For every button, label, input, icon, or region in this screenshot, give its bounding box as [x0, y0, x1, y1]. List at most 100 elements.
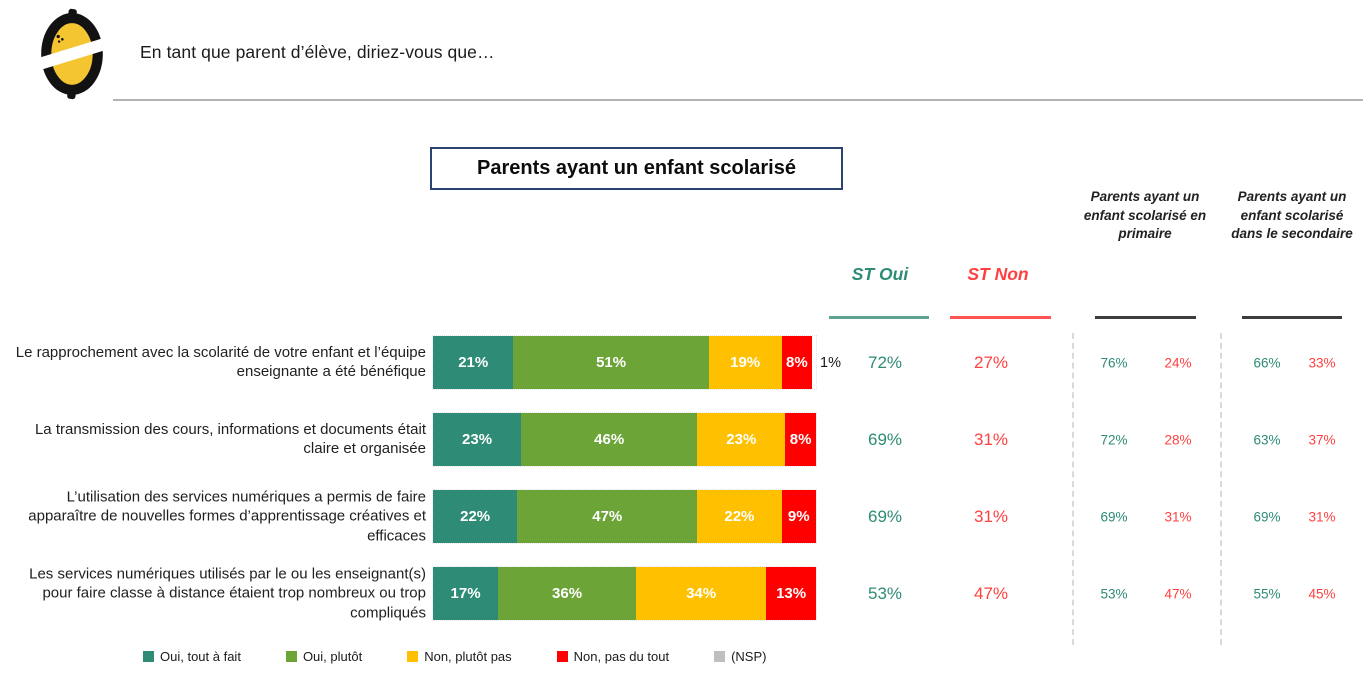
summary-value-st_non: 47% — [973, 583, 1009, 603]
legend-label: Non, pas du tout — [573, 649, 670, 664]
chart-legend: Oui, tout à fait Oui, plutôt Non, plutôt p… — [143, 649, 766, 664]
question-text: En tant que parent d’élève, diriez-vous … — [140, 42, 495, 62]
bar-segment: 34% — [635, 567, 767, 620]
summary-value-secondaire_oui: 69% — [1253, 509, 1281, 524]
summary-value-primaire_oui: 72% — [1100, 432, 1128, 447]
bar-value: 34% — [686, 585, 717, 602]
bar-segment: 8% — [781, 336, 813, 389]
row-label: Les services numériques utilisés par le … — [29, 564, 426, 622]
summary-value-primaire_non: 24% — [1164, 355, 1192, 370]
summary-value-primaire_oui: 76% — [1100, 355, 1128, 370]
bar-segment: 46% — [521, 413, 698, 466]
legend-item: Non, pas du tout — [556, 649, 670, 664]
stacked-bar: 22% 47% 22% 9% — [432, 489, 817, 544]
legend-label: Non, plutôt pas — [424, 649, 512, 664]
bar-segment: 8% — [785, 413, 816, 466]
bar-value: 8% — [785, 354, 808, 371]
legend-item: Non, plutôt pas — [407, 649, 512, 664]
summary-value-secondaire_non: 37% — [1308, 432, 1336, 447]
legend-swatch — [407, 651, 419, 662]
summary-value-st_oui: 53% — [867, 583, 903, 603]
legend-item: Oui, plutôt — [285, 649, 363, 664]
summary-value-secondaire_non: 33% — [1308, 355, 1336, 370]
bar-segment: 13% — [766, 567, 816, 620]
row-label: Le rapprochement avec la scolarité de vo… — [15, 343, 426, 381]
summary-value-st_non: 27% — [973, 352, 1009, 372]
bar-segment: 22% — [697, 490, 782, 543]
bar-segment: 21% — [433, 336, 514, 389]
header-divider — [113, 99, 1363, 101]
bar-value: 13% — [776, 585, 807, 602]
bar-segment: 36% — [498, 567, 636, 620]
legend-swatch — [714, 651, 726, 662]
bar-value: 23% — [726, 431, 757, 448]
legend-item: Oui, tout à fait — [143, 649, 241, 664]
summary-value-st_non: 31% — [973, 429, 1009, 449]
legend-swatch — [143, 651, 154, 662]
summary-value-primaire_non: 31% — [1164, 509, 1192, 524]
nsp-value: 1% — [820, 354, 841, 371]
row-label: La transmission des cours, informations … — [34, 420, 426, 458]
bar-segment: 47% — [517, 490, 698, 543]
summary-value-st_oui: 69% — [867, 506, 903, 526]
bar-value: 9% — [787, 508, 810, 525]
table-row: Les services numériques utilisés par le … — [0, 564, 1368, 622]
summary-value-secondaire_non: 45% — [1308, 586, 1336, 601]
bar-value: 46% — [594, 431, 625, 448]
dashed-separator — [1072, 333, 1074, 645]
legend-label: Oui, plutôt — [302, 649, 363, 664]
bar-value: 47% — [592, 508, 623, 525]
underline-st-oui — [829, 316, 929, 319]
chart-title-box: Parents ayant un enfant scolarisé — [430, 147, 843, 190]
bar-value: 51% — [596, 354, 627, 371]
summary-value-primaire_oui: 69% — [1100, 509, 1128, 524]
summary-value-st_non: 31% — [973, 506, 1009, 526]
column-header-primaire: Parents ayant un enfant scolarisé en pri… — [1083, 189, 1207, 242]
summary-value-secondaire_oui: 55% — [1253, 586, 1281, 601]
table-row: La transmission des cours, informations … — [0, 412, 1368, 467]
column-header-st-non: ST Non — [967, 264, 1029, 284]
bar-value: 8% — [789, 431, 812, 448]
table-row: Le rapprochement avec la scolarité de vo… — [0, 335, 1368, 390]
bar-segment: 23% — [697, 413, 786, 466]
summary-value-st_oui: 69% — [867, 429, 903, 449]
bar-value: 36% — [552, 585, 583, 602]
summary-value-primaire_non: 28% — [1164, 432, 1192, 447]
bar-segment: 9% — [781, 490, 816, 543]
summary-value-primaire_oui: 53% — [1100, 586, 1128, 601]
summary-value-secondaire_oui: 66% — [1253, 355, 1281, 370]
summary-value-primaire_non: 47% — [1164, 586, 1192, 601]
stacked-bar: 23% 46% 23% 8% — [432, 412, 817, 467]
bar-segment: 23% — [433, 413, 522, 466]
legend-label: (NSP) — [731, 649, 767, 664]
bar-segment — [812, 336, 816, 389]
summary-value-secondaire_oui: 63% — [1253, 432, 1281, 447]
bar-value: 17% — [450, 585, 481, 602]
legend-swatch — [285, 651, 297, 662]
table-row: L’utilisation des services numériques a … — [0, 487, 1368, 545]
summary-value-st_oui: 72% — [867, 352, 903, 372]
column-header-st-oui: ST Oui — [851, 264, 909, 284]
bar-segment: 22% — [433, 490, 518, 543]
stacked-bar: 17% 36% 34% 13% — [432, 566, 817, 621]
bar-segment: 51% — [513, 336, 709, 389]
row-label: L’utilisation des services numériques a … — [28, 487, 426, 545]
bar-value: 21% — [458, 354, 489, 371]
bar-segment: 19% — [708, 336, 782, 389]
bar-segment: 17% — [433, 567, 499, 620]
legend-swatch — [556, 651, 568, 662]
summary-value-secondaire_non: 31% — [1308, 509, 1336, 524]
stacked-bar: 21% 51% 19% 8% — [432, 335, 817, 390]
bar-value: 23% — [462, 431, 493, 448]
legend-item: (NSP) — [714, 649, 766, 664]
dashed-separator — [1220, 333, 1222, 645]
legend-label: Oui, tout à fait — [160, 649, 241, 664]
bar-value: 19% — [730, 354, 761, 371]
opinionway-lemon-logo — [26, 8, 118, 100]
underline-primaire — [1095, 316, 1196, 319]
column-header-secondaire: Parents ayant un enfant scolarisé dans l… — [1231, 189, 1353, 242]
bar-value: 22% — [724, 508, 755, 525]
bar-value: 22% — [460, 508, 491, 525]
underline-st-non — [950, 316, 1051, 319]
